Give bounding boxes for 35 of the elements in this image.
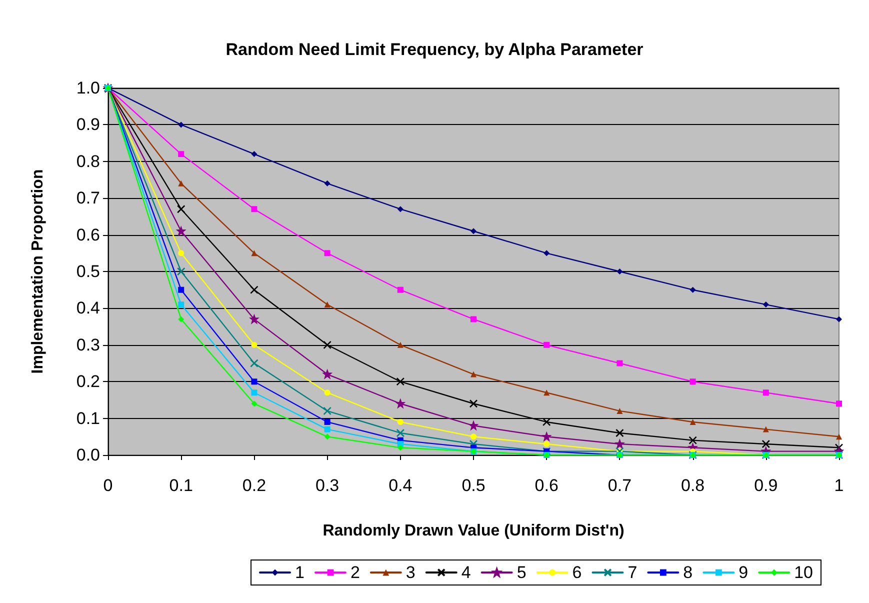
legend-label: 7 — [628, 563, 638, 582]
chart-title: Random Need Limit Frequency, by Alpha Parameter — [226, 40, 644, 59]
x-tick-label: 0.1 — [169, 476, 193, 495]
x-tick-label: 0.3 — [315, 476, 340, 495]
y-tick-label: 0.3 — [76, 335, 100, 354]
x-tick-label: 0.2 — [242, 476, 266, 495]
y-tick-label: 0.7 — [76, 188, 100, 208]
x-tick-label: 0.6 — [534, 476, 558, 495]
legend-label: 2 — [350, 563, 360, 582]
legend-label: 5 — [516, 563, 526, 582]
y-axis-title: Implementation Proportion — [30, 169, 46, 374]
x-axis-title: Randomly Drawn Value (Uniform Dist'n) — [322, 522, 624, 540]
x-tick-label: 0.4 — [388, 476, 412, 495]
x-tick-label: 0.8 — [680, 476, 705, 495]
x-tick-label: 0.5 — [462, 476, 486, 495]
y-tick-label: 0.2 — [76, 372, 100, 392]
legend-label: 10 — [794, 563, 814, 582]
x-tick-label: 0.7 — [608, 476, 632, 495]
y-tick-label: 0.9 — [76, 115, 100, 134]
y-tick-label: 0.4 — [76, 298, 100, 318]
legend-label: 3 — [406, 563, 416, 582]
y-tick-label: 0.5 — [76, 262, 100, 281]
x-tick-label: 0.9 — [754, 476, 778, 495]
legend-label: 8 — [683, 563, 693, 582]
y-tick-label: 0.8 — [76, 152, 100, 171]
x-tick-label: 0 — [103, 476, 113, 495]
y-tick-label: 0.0 — [76, 446, 100, 464]
x-tick-label: 1 — [834, 476, 844, 495]
legend-label: 1 — [295, 563, 304, 582]
y-tick-label: 1.0 — [76, 78, 100, 98]
y-tick-label: 0.1 — [76, 408, 100, 428]
legend-label: 6 — [572, 563, 582, 582]
y-tick-label: 0.6 — [76, 225, 100, 244]
legend-label: 4 — [461, 563, 471, 582]
legend-label: 9 — [738, 563, 748, 582]
